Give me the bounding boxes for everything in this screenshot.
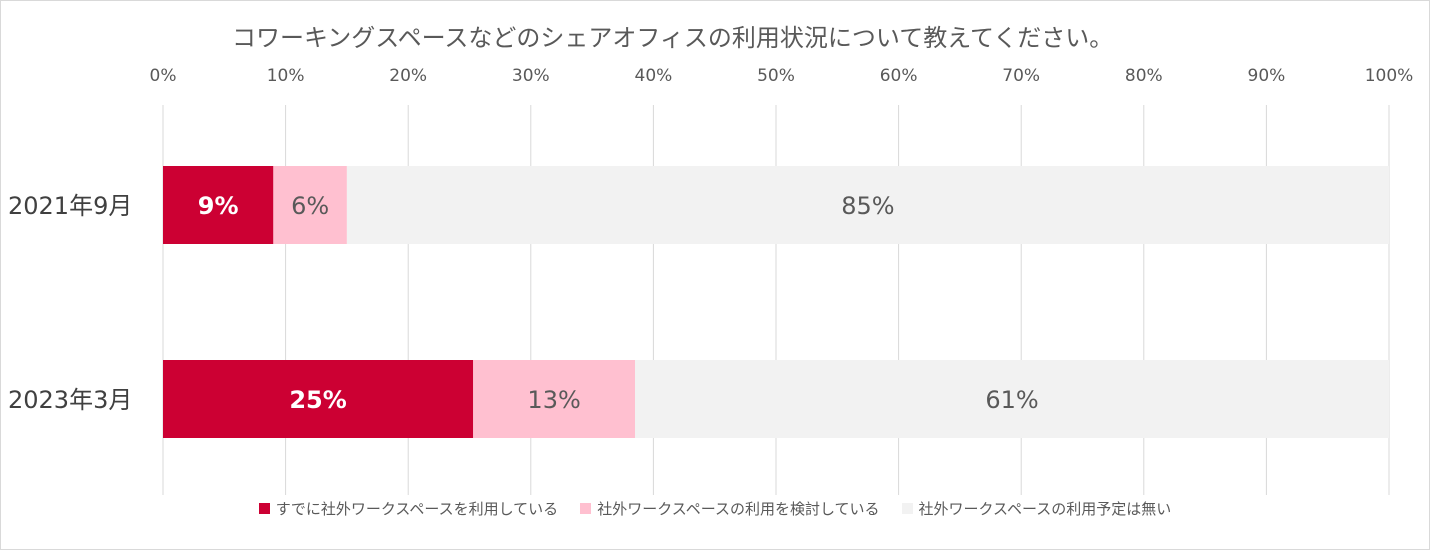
data-label: 61% [985, 386, 1038, 414]
x-tick-label: 40% [635, 66, 673, 86]
bar-segment [346, 166, 1389, 244]
data-label: 9% [198, 192, 239, 220]
x-tick-label: 100% [1365, 66, 1414, 86]
x-tick-label: 90% [1248, 66, 1286, 86]
x-tick-label: 10% [267, 66, 305, 86]
data-label: 6% [291, 192, 329, 220]
bar-segment [163, 360, 474, 438]
x-tick-label: 20% [389, 66, 427, 86]
chart-title: コワーキングスペースなどのシェアオフィスの利用状況について教えてください。 [232, 24, 1114, 52]
data-label: 25% [289, 386, 346, 414]
x-tick-label: 60% [880, 66, 918, 86]
legend-item-considering: 社外ワークスペースの利用を検討している [580, 498, 880, 519]
x-tick-label: 30% [512, 66, 550, 86]
category-label: 2023年3月 [8, 386, 132, 414]
chart-legend: すでに社外ワークスペースを利用している 社外ワークスペースの利用を検討している … [0, 498, 1430, 519]
x-tick-label: 80% [1125, 66, 1163, 86]
legend-swatch-using [258, 503, 270, 514]
legend-item-no-plan: 社外ワークスペースの利用予定は無い [901, 498, 1172, 519]
x-tick-label: 0% [150, 66, 177, 86]
legend-item-using: すでに社外ワークスペースを利用している [258, 498, 559, 519]
bar-segment [163, 166, 274, 244]
bar-segment [635, 360, 1389, 438]
category-label: 2021年9月 [8, 192, 132, 220]
legend-label-using: すでに社外ワークスペースを利用している [275, 500, 559, 518]
bar-segment [473, 360, 636, 438]
bar-segment [273, 166, 347, 244]
x-tick-label: 50% [757, 66, 795, 86]
legend-swatch-no-plan [901, 503, 913, 514]
data-label: 13% [527, 386, 580, 414]
legend-label-considering: 社外ワークスペースの利用を検討している [597, 500, 880, 518]
legend-label-no-plan: 社外ワークスペースの利用予定は無い [918, 500, 1172, 518]
x-tick-label: 70% [1002, 66, 1040, 86]
data-label: 85% [841, 192, 894, 220]
legend-swatch-considering [580, 503, 592, 514]
